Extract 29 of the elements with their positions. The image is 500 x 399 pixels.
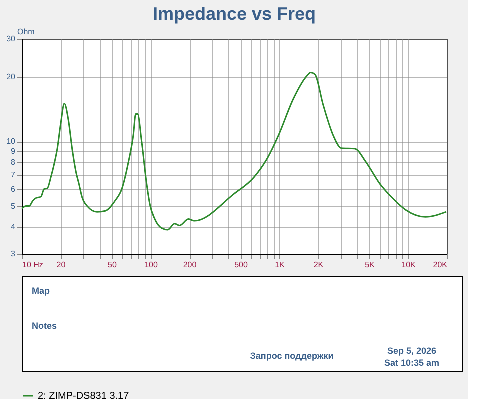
x-tick-label: 100 xyxy=(144,260,158,270)
y-tick-label: 6 xyxy=(11,184,16,194)
text: Sep 5, 2026 xyxy=(387,346,437,356)
text: Notes xyxy=(32,321,58,331)
x-tick-label: 10 Hz xyxy=(22,260,44,270)
y-tick-label: 3 xyxy=(11,250,16,258)
y-tick-label: 30 xyxy=(6,34,16,44)
y-tick-label: 20 xyxy=(6,72,16,82)
y-tick-label: 10 xyxy=(6,137,16,146)
y-tick-label: 8 xyxy=(11,158,16,167)
y-tick-label: 9 xyxy=(11,146,16,156)
x-tick-label: 500 xyxy=(234,260,248,270)
x-tick-label: 10K xyxy=(402,260,417,270)
text: Sat 10:35 am xyxy=(384,358,440,368)
x-tick-label: 2K xyxy=(314,260,324,270)
chart-title: Impedance vs Freq xyxy=(152,4,316,24)
x-tick-label: 20K xyxy=(433,260,448,270)
x-tick-label: 20 xyxy=(56,260,66,270)
x-tick-label: 5K xyxy=(365,260,376,270)
text: Запрос поддержки xyxy=(250,351,334,361)
text: Map xyxy=(32,286,50,296)
y-tick-label: 5 xyxy=(11,202,16,211)
x-tick-label: 50 xyxy=(108,260,118,270)
y-axis-title: Ohm xyxy=(18,28,36,36)
y-tick-label: 4 xyxy=(11,222,16,232)
legend-label: 2: ZIMP-DS831 3.17 xyxy=(38,391,130,399)
x-tick-label: 1K xyxy=(275,260,286,270)
y-tick-label: 7 xyxy=(11,170,16,180)
x-tick-label: 200 xyxy=(183,260,198,270)
